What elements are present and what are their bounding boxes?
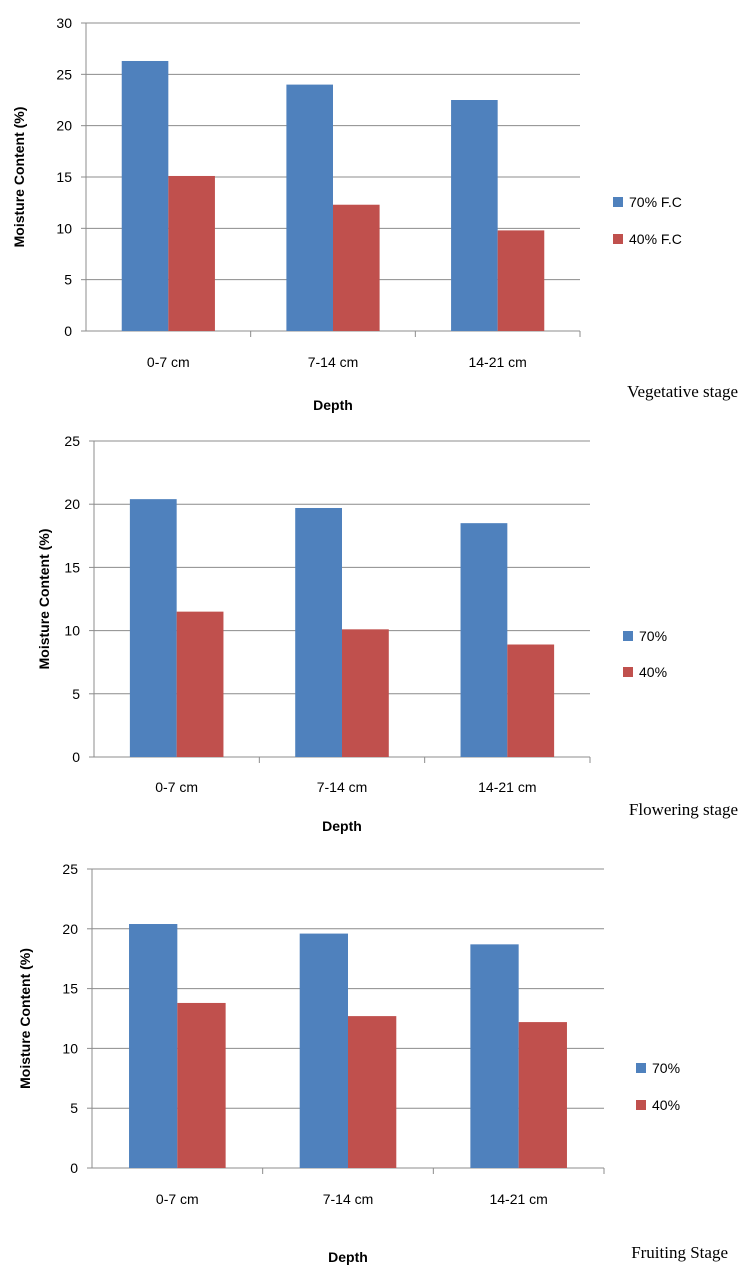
legend-swatch	[636, 1100, 646, 1110]
legend-label: 70%	[639, 628, 667, 644]
y-tick-label: 10	[64, 623, 80, 639]
legend-label: 40%	[639, 664, 667, 680]
x-tick-label: 0-7 cm	[156, 1191, 199, 1207]
y-tick-label: 15	[64, 559, 80, 575]
chart-panel-1: 0 5 10 15 20 25 30 0-7 cm 7-14 cm 14-21 cm Depth Mo…	[11, 15, 738, 413]
bar-2-1	[168, 175, 215, 331]
x-tick-label: 7-14 cm	[317, 779, 368, 795]
y-tick-label: 5	[70, 1100, 78, 1116]
bar-1-3	[470, 944, 519, 1168]
stage-caption: Vegetative stage	[627, 382, 738, 401]
y-tick-label: 30	[56, 15, 72, 31]
y-axis-title: Moisture Content (%)	[17, 948, 33, 1089]
y-tick-label: 0	[64, 323, 72, 339]
stage-caption: Flowering stage	[629, 800, 738, 819]
bar-1-1	[129, 499, 177, 757]
legend-swatch	[613, 197, 623, 207]
bar-2-2	[348, 1016, 397, 1168]
bar-2-1	[177, 1002, 226, 1168]
bar-2-3	[518, 1022, 567, 1168]
y-tick-label: 10	[56, 220, 72, 236]
legend-label: 40%	[652, 1097, 680, 1113]
chart-panel-3: 0 5 10 15 20 25 0-7 cm 7-14 cm 14-21 cm Depth Mois…	[17, 861, 728, 1265]
legend-label: 40% F.C	[629, 231, 682, 247]
bar-2-2	[342, 629, 389, 757]
bar-1-1	[129, 924, 178, 1168]
stage-caption: Fruiting Stage	[631, 1243, 728, 1262]
bar-2-3	[507, 644, 555, 757]
x-tick-label: 14-21 cm	[489, 1191, 547, 1207]
y-tick-label: 20	[56, 118, 72, 134]
bar-2-3	[497, 230, 545, 331]
legend-swatch	[636, 1063, 646, 1073]
y-axis-title: Moisture Content (%)	[11, 107, 27, 248]
y-tick-label: 15	[56, 169, 72, 185]
x-tick-label: 7-14 cm	[323, 1191, 374, 1207]
bar-1-3	[451, 100, 498, 331]
chart-panel-2: 0 5 10 15 20 25 0-7 cm 7-14 cm 14-21 cm Depth Mois…	[36, 433, 738, 834]
x-axis-title: Depth	[328, 1249, 368, 1265]
y-tick-label: 20	[62, 921, 78, 937]
legend-label: 70% F.C	[629, 194, 682, 210]
legend-swatch	[623, 667, 633, 677]
y-tick-label: 0	[70, 1160, 78, 1176]
legend-swatch	[623, 631, 633, 641]
bar-1-2	[295, 507, 342, 757]
y-tick-label: 25	[56, 66, 72, 82]
y-tick-label: 5	[72, 686, 80, 702]
bar-1-3	[460, 523, 508, 757]
y-axis-title: Moisture Content (%)	[36, 529, 52, 670]
x-axis-title: Depth	[322, 818, 362, 834]
y-tick-label: 0	[72, 749, 80, 765]
legend-swatch	[613, 234, 623, 244]
bar-1-2	[299, 933, 348, 1168]
y-tick-label: 25	[62, 861, 78, 877]
bar-1-1	[121, 60, 169, 332]
x-tick-label: 14-21 cm	[478, 779, 536, 795]
bar-1-2	[286, 84, 333, 331]
bar-2-2	[333, 204, 380, 331]
y-tick-label: 25	[64, 433, 80, 449]
y-tick-label: 15	[62, 981, 78, 997]
x-tick-label: 0-7 cm	[147, 354, 190, 370]
y-tick-label: 10	[62, 1040, 78, 1056]
bar-2-1	[176, 611, 224, 757]
y-tick-label: 20	[64, 496, 80, 512]
x-tick-label: 14-21 cm	[468, 354, 526, 370]
x-axis-title: Depth	[313, 397, 353, 413]
x-tick-label: 0-7 cm	[155, 779, 198, 795]
x-tick-label: 7-14 cm	[308, 354, 359, 370]
y-tick-label: 5	[64, 272, 72, 288]
legend-label: 70%	[652, 1060, 680, 1076]
